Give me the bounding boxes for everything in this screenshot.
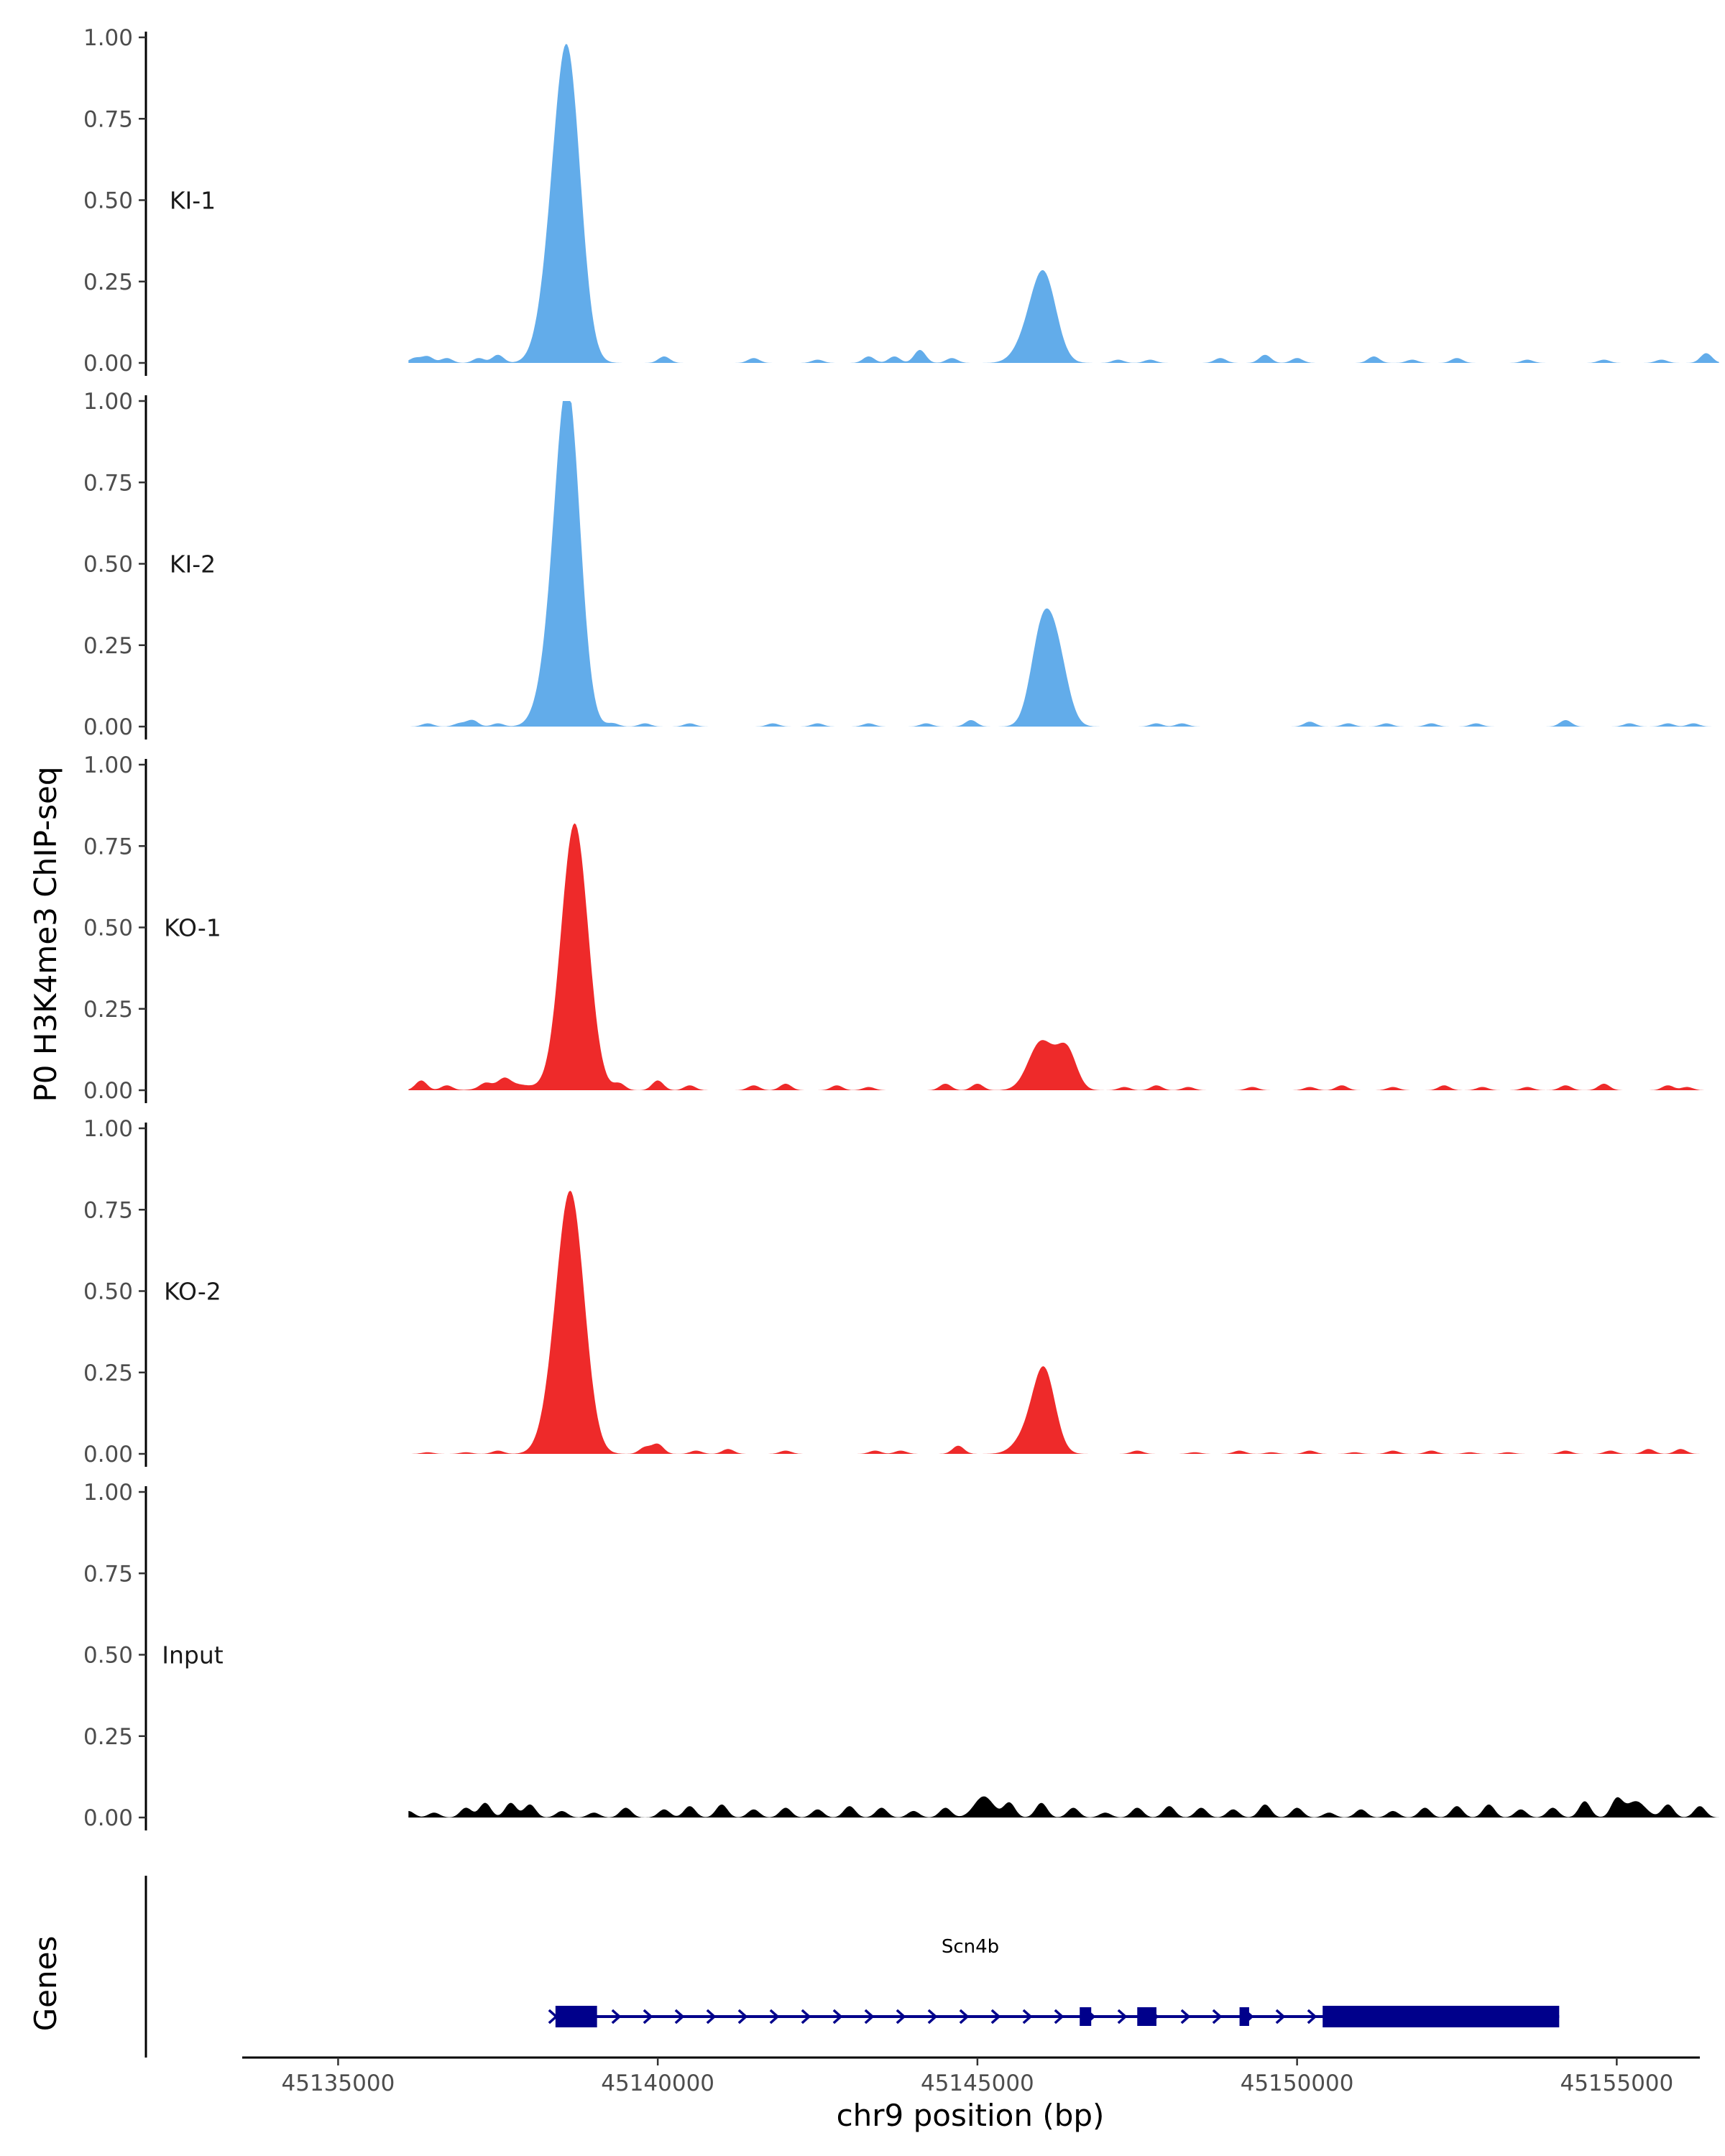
strand-arrow [801, 2009, 811, 2024]
track-label: KI-1 [170, 187, 216, 215]
y-tick-label: 0.75 [83, 1197, 133, 1223]
gene-exon [1322, 2006, 1560, 2027]
gene-exon [1137, 2007, 1156, 2026]
signal-area [408, 44, 1719, 364]
y-tick-label: 0.50 [83, 916, 133, 941]
strand-arrow [1117, 2009, 1128, 2024]
y-axis-title: P0 H3K4me3 ChIP-seq [28, 766, 63, 1102]
strand-arrow [1022, 2009, 1033, 2024]
strand-arrow [737, 2009, 748, 2024]
y-tick-label: 0.25 [83, 1360, 133, 1386]
strand-arrow [864, 2009, 875, 2024]
x-tick-label: 45145000 [921, 2070, 1034, 2096]
y-tick-label: 0.75 [83, 1561, 133, 1587]
y-tick-label: 0.75 [83, 834, 133, 860]
strand-arrow [706, 2009, 717, 2024]
y-tick-label: 1.00 [83, 752, 133, 778]
gene-annotation-panel: Scn4b [144, 1876, 1560, 2058]
signal-area [408, 401, 1719, 727]
y-tick-label: 0.75 [83, 470, 133, 496]
y-tick-label: 0.00 [83, 351, 133, 377]
gene-exon [1239, 2007, 1249, 2026]
y-tick-label: 0.50 [83, 1279, 133, 1305]
x-axis: 45135000 45140000 45145000 45150000 45155000 [242, 2056, 1700, 2096]
y-tick-label: 0.75 [83, 106, 133, 132]
y-tick-label: 1.00 [83, 1480, 133, 1506]
strand-arrow [1212, 2009, 1223, 2024]
signal-area [408, 823, 1719, 1090]
signal-area [408, 1190, 1719, 1454]
y-tick-label: 0.25 [83, 1724, 133, 1750]
strand-arrow [896, 2009, 906, 2024]
track-label: KO-1 [164, 914, 221, 942]
strand-arrow [1307, 2009, 1317, 2024]
genes-axis-title: Genes [28, 1936, 63, 2032]
strand-arrow [1275, 2009, 1286, 2024]
y-tick-label: 0.00 [83, 1078, 133, 1104]
y-tick-label: 0.25 [83, 270, 133, 295]
y-tick-label: 1.00 [83, 25, 133, 51]
gene-exon [1080, 2007, 1092, 2026]
track-ki-1: 0.00 0.25 0.50 0.75 1.00 KI-1 [83, 25, 1719, 377]
y-tick-label: 0.25 [83, 633, 133, 659]
strand-arrow [832, 2009, 843, 2024]
y-tick-label: 0.00 [83, 1805, 133, 1831]
y-tick-label: 1.00 [83, 389, 133, 415]
y-tick-label: 0.50 [83, 552, 133, 578]
signal-area [408, 1796, 1719, 1818]
gene-name-label: Scn4b [942, 1936, 999, 1958]
strand-arrow [548, 2009, 558, 2024]
y-tick-label: 1.00 [83, 1116, 133, 1142]
strand-arrow [769, 2009, 780, 2024]
strand-arrow [1180, 2009, 1191, 2024]
strand-arrow [1054, 2009, 1064, 2024]
x-tick-label: 45135000 [282, 2070, 395, 2096]
track-label: Input [162, 1641, 224, 1669]
x-axis-title: chr9 position (bp) [837, 2098, 1105, 2133]
x-tick-label: 45155000 [1560, 2070, 1673, 2096]
y-tick-label: 0.50 [83, 1643, 133, 1669]
strand-arrow [643, 2009, 653, 2024]
gene-exon [555, 2006, 597, 2027]
track-ko-1: 0.00 0.25 0.50 0.75 1.00 KO-1 [83, 752, 1719, 1104]
y-tick-label: 0.00 [83, 714, 133, 740]
strand-arrow [959, 2009, 970, 2024]
track-ko-2: 0.00 0.25 0.50 0.75 1.00 KO-2 [83, 1116, 1719, 1468]
y-tick-label: 0.50 [83, 188, 133, 214]
strand-arrow [927, 2009, 938, 2024]
tracks-layer: 0.00 0.25 0.50 0.75 1.00 KI-1 0.00 0.25 0.50 0.75… [83, 25, 1719, 1831]
track-label: KI-2 [170, 550, 216, 579]
x-tick-label: 45140000 [601, 2070, 714, 2096]
track-ki-2: 0.00 0.25 0.50 0.75 1.00 KI-2 [83, 389, 1719, 740]
y-tick-label: 0.25 [83, 997, 133, 1023]
strand-arrow [990, 2009, 1001, 2024]
y-tick-label: 0.00 [83, 1442, 133, 1468]
track-label: KO-2 [164, 1278, 221, 1306]
track-input: 0.00 0.25 0.50 0.75 1.00 Input [83, 1480, 1719, 1831]
strand-arrow [674, 2009, 685, 2024]
x-tick-label: 45150000 [1241, 2070, 1354, 2096]
strand-arrow [611, 2009, 622, 2024]
